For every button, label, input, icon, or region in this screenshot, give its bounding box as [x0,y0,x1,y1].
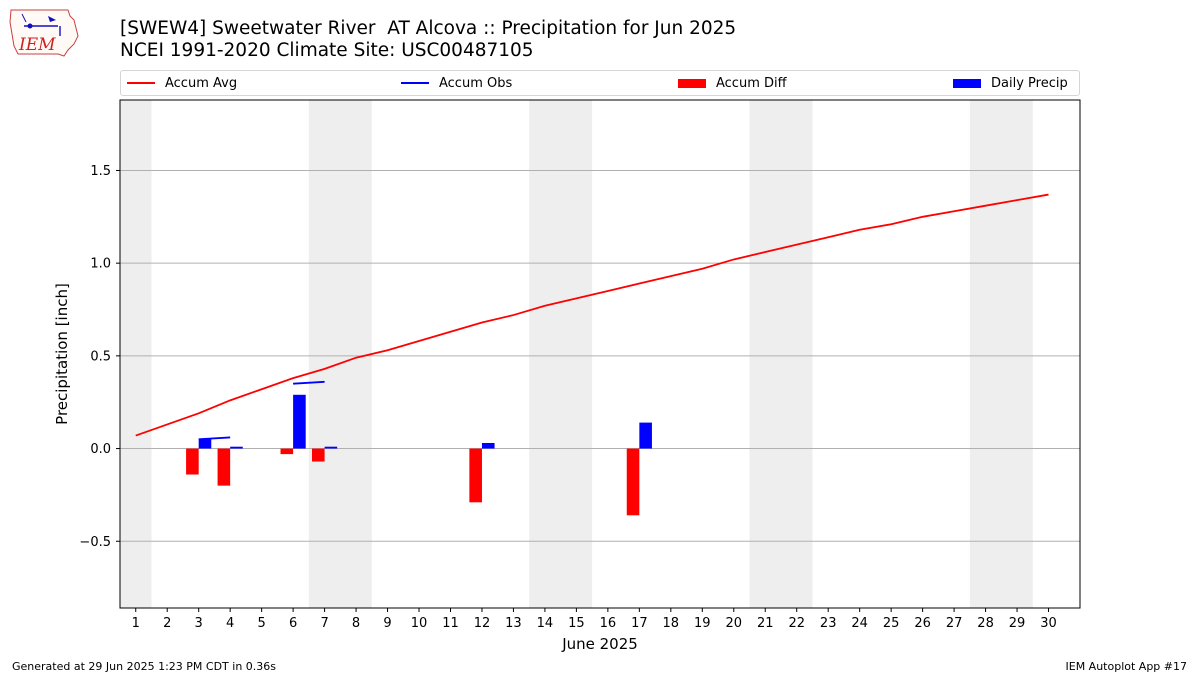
bar-daily-precip [324,446,338,449]
bar-accum-diff [626,448,640,516]
x-tick-label: 18 [663,616,680,631]
x-tick-label: 24 [851,616,868,631]
x-axis-label: June 2025 [561,635,638,653]
plot-frame [119,99,1081,609]
x-tick-label: 14 [537,616,554,631]
x-tick-label: 9 [383,616,391,631]
bar-accum-diff [469,448,482,503]
x-tick-label: 5 [257,616,265,631]
logo-text: IEM [18,35,56,55]
x-tick-label: 11 [442,616,459,631]
bar-daily-precip [293,394,306,449]
x-tick-label: 6 [289,616,297,631]
series-lines [135,193,1049,441]
bar-daily-precip [481,442,495,449]
legend-item-accum-diff: Accum Diff [678,71,787,95]
bar-daily-precip [230,446,243,449]
x-tick-label: 17 [631,616,648,631]
y-tick-label: 0.5 [90,349,111,364]
x-tick-label: 25 [883,616,900,631]
x-tick-label: 7 [320,616,328,631]
legend-swatch-accum-avg [127,82,155,84]
y-tick-label: 1.0 [90,257,111,272]
x-tick-label: 29 [1009,616,1026,631]
bars [186,394,652,516]
legend-swatch-daily-precip [953,78,981,88]
x-tick-label: 22 [788,616,805,631]
x-tick-label: 10 [411,616,428,631]
bar-accum-diff [186,448,199,475]
y-tick-label: −0.5 [79,535,111,550]
legend-item-accum-avg: Accum Avg [127,71,237,95]
footer-generated: Generated at 29 Jun 2025 1:23 PM CDT in … [12,660,277,673]
legend-label: Accum Diff [716,75,787,91]
legend-swatch-accum-diff [678,78,706,88]
weekend-band [120,100,152,608]
legend-label: Accum Obs [439,75,513,91]
x-tick-label: 16 [600,616,617,631]
bar-accum-diff [280,448,294,455]
x-tick-label: 19 [694,616,711,631]
y-tick-label: 1.5 [90,164,111,179]
legend-item-daily-precip: Daily Precip [953,71,1068,95]
legend-item-accum-obs: Accum Obs [401,71,512,95]
x-tick-label: 23 [820,616,837,631]
weekend-band [529,100,593,608]
y-axis-label: Precipitation [inch] [53,283,71,425]
legend-label: Accum Avg [165,75,238,91]
x-tick-label: 26 [914,616,931,631]
bar-daily-precip [198,439,212,449]
line-accum-avg [135,193,1049,437]
y-tick-label: 0.0 [90,442,111,457]
x-tick-label: 15 [568,616,585,631]
legend-swatch-accum-obs [401,82,429,84]
x-tick-label: 21 [757,616,774,631]
iem-logo: IEM [8,6,80,58]
gridlines [120,169,1080,542]
line-accum-obs [198,436,231,441]
weekend-shading [120,100,1033,608]
legend: Accum Avg Accum Obs Accum Diff Daily Pre… [120,70,1080,96]
x-tick-label: 30 [1040,616,1057,631]
line-accum-obs [293,380,325,385]
weekend-band [308,100,372,608]
legend-label: Daily Precip [991,75,1068,91]
x-tick-label: 20 [725,616,742,631]
bar-daily-precip [639,422,652,449]
x-tick-label: 1 [132,616,140,631]
x-tick-label: 12 [474,616,491,631]
weekend-band [969,100,1033,608]
x-tick-label: 28 [977,616,994,631]
x-tick-label: 2 [163,616,171,631]
chart-title: [SWEW4] Sweetwater River AT Alcova :: Pr… [120,18,737,39]
weekend-band [749,100,813,608]
x-tick-label: 8 [352,616,360,631]
x-tick-label: 4 [226,616,234,631]
y-axis-ticks: −0.5 0.0 0.5 1.0 1.5 [79,164,120,550]
chart-subtitle: NCEI 1991-2020 Climate Site: USC00487105 [120,40,534,61]
x-axis-ticks: 1 2 3 4 5 6 7 8 9 10 11 12 13 14 15 16 17 18 19 20 21 22 23 24 2… [132,608,1057,631]
bar-accum-diff [217,448,231,486]
bar-accum-diff [312,448,325,462]
x-tick-label: 13 [505,616,522,631]
x-tick-label: 3 [195,616,203,631]
footer-app-id: IEM Autoplot App #17 [1065,660,1188,673]
x-tick-label: 27 [946,616,963,631]
